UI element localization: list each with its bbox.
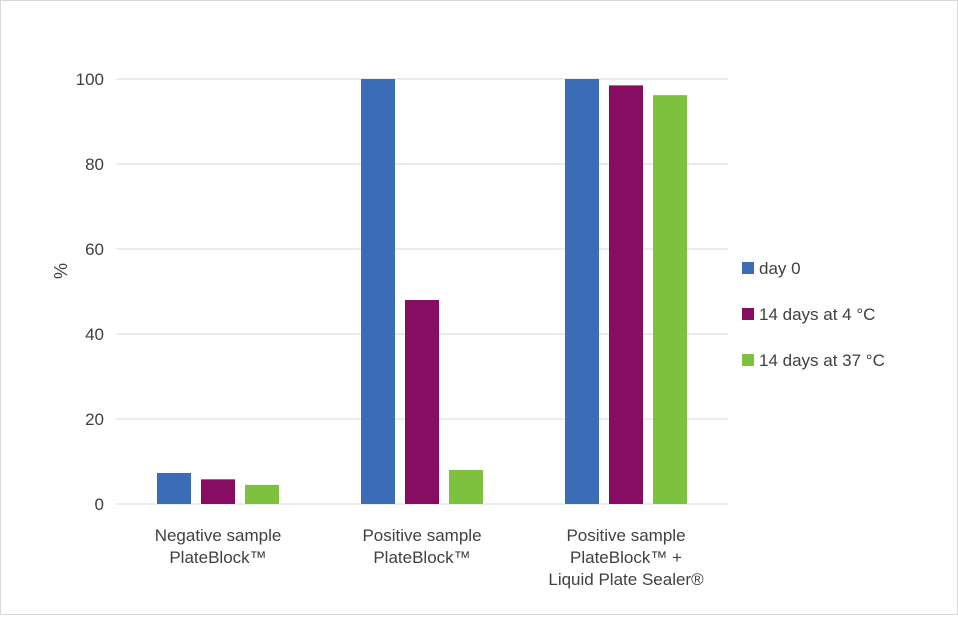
y-tick-label: 20 (85, 410, 104, 429)
bar (157, 473, 191, 504)
bar (565, 79, 599, 504)
y-tick-label: 80 (85, 155, 104, 174)
legend-label: day 0 (759, 259, 801, 278)
bar (405, 300, 439, 504)
legend-swatch (742, 308, 754, 320)
y-tick-label: 40 (85, 325, 104, 344)
y-axis-ticks: 0 20 40 60 80 100 (76, 70, 104, 514)
y-tick-label: 60 (85, 240, 104, 259)
bar (449, 470, 483, 504)
legend-swatch (742, 262, 754, 274)
bar (245, 485, 279, 504)
legend-swatch (742, 354, 754, 366)
bar (609, 85, 643, 504)
bars (157, 79, 687, 504)
bar (653, 95, 687, 504)
y-tick-label: 0 (95, 495, 104, 514)
bar (361, 79, 395, 504)
x-tick-label: Negative sample PlateBlock™ (155, 526, 282, 567)
x-tick-label: Positive sample PlateBlock™ + Liquid Plate… (548, 526, 704, 589)
bar (201, 479, 235, 504)
legend: day 0 14 days at 4 °C 14 days at 37 °C (742, 259, 885, 370)
legend-label: 14 days at 4 °C (759, 305, 875, 324)
x-axis-ticks: Negative sample PlateBlock™ Positive sampl… (155, 526, 704, 589)
y-tick-label: 100 (76, 70, 104, 89)
x-tick-label: Positive sample PlateBlock™ (362, 526, 481, 567)
legend-label: 14 days at 37 °C (759, 351, 885, 370)
y-axis-label: % (51, 263, 71, 279)
